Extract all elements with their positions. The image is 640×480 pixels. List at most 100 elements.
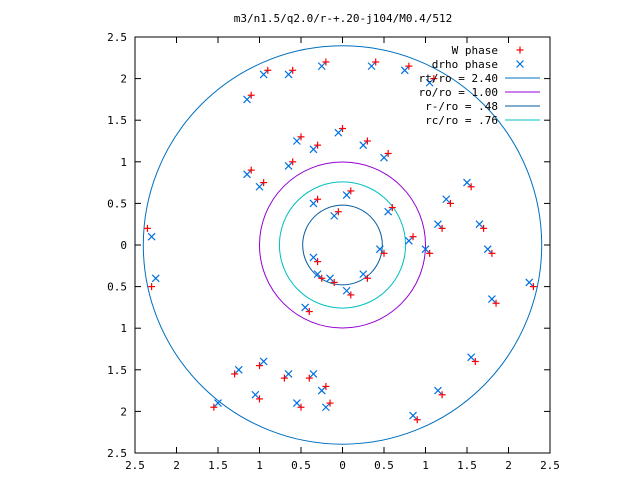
y-tick-label: 2 (120, 73, 127, 86)
drho-phase-point (284, 70, 293, 79)
y-tick-label: 0.5 (107, 197, 127, 210)
drho-phase-point (434, 386, 442, 395)
w-phase-point (247, 91, 255, 99)
drho-phase-point (380, 153, 388, 162)
drho-phase-point (243, 170, 251, 179)
drho-phase-point (487, 295, 496, 304)
drho-phase-point (342, 191, 351, 200)
phase-points (143, 58, 537, 424)
drho-phase-point (321, 403, 330, 412)
w-phase-point (322, 382, 330, 390)
w-phase-point (426, 249, 434, 257)
legend-label: drho phase (432, 58, 498, 71)
drho-phase-point (309, 370, 318, 378)
w-phase-point (326, 399, 334, 407)
drho-phase-point (317, 62, 326, 71)
w-phase-point (480, 224, 488, 232)
drho-phase-point (301, 303, 310, 312)
w-phase-point (405, 62, 413, 70)
x-axis-ticks: 2.5 2 1.5 1 0.5 0 0.5 1 1.5 2 2.5 (125, 37, 560, 472)
y-tick-label: 1 (120, 322, 127, 335)
drho-phase-point (317, 386, 326, 395)
drho-phase-point (259, 357, 268, 366)
w-phase-point (363, 274, 371, 282)
legend-label: rt/ro = 2.40 (419, 72, 498, 85)
y-tick-label: 0 (120, 239, 127, 252)
w-phase-point (413, 416, 421, 424)
x-tick-label: 1.5 (457, 459, 477, 472)
y-axis-ticks: 2.5 2 1.5 1 0.5 0 0.5 1 1.5 2 2.5 (107, 31, 550, 460)
radius-circles (142, 45, 543, 445)
x-tick-label: 2 (505, 459, 512, 472)
drho-phase-point (330, 211, 339, 220)
drho-phase-point (467, 353, 476, 362)
w-phase-point (471, 357, 479, 365)
legend-marker (516, 60, 524, 68)
drho-phase-point (309, 199, 318, 208)
drho-phase-point (463, 178, 471, 187)
w-phase-point (322, 58, 330, 66)
drho-phase-point (421, 245, 430, 254)
w-phase-point (143, 224, 151, 232)
w-phase-point (380, 249, 388, 257)
drho-phase-point (309, 145, 318, 154)
w-phase-point (430, 75, 438, 83)
drho-phase-point (151, 274, 160, 283)
w-phase-point (314, 258, 322, 266)
drho-phase-point (404, 236, 413, 245)
w-phase-point (305, 308, 313, 316)
x-tick-label: 0.5 (291, 459, 311, 472)
radius-circle (259, 161, 426, 329)
w-phase-point (314, 141, 322, 149)
w-phase-point (231, 370, 239, 378)
w-phase-point (247, 166, 255, 174)
w-phase-point (264, 66, 272, 74)
drho-phase-point (326, 274, 334, 283)
y-tick-label: 2.5 (107, 447, 127, 460)
drho-phase-point (309, 253, 318, 262)
drho-phase-point (475, 220, 484, 229)
chart-title: m3/n1.5/q2.0/r-+.20-j104/M0.4/512 (234, 12, 453, 25)
w-phase-point (256, 395, 263, 403)
drho-phase-point (442, 195, 451, 204)
w-phase-point (384, 149, 392, 157)
y-tick-label: 1 (120, 156, 127, 169)
x-tick-label: 2 (173, 459, 180, 472)
w-phase-point (297, 403, 305, 411)
drho-phase-point (284, 162, 293, 170)
drho-phase-point (251, 390, 260, 399)
drho-phase-point (425, 78, 434, 87)
w-phase-point (467, 183, 475, 191)
w-phase-point (339, 125, 346, 133)
radius-circle (278, 181, 407, 309)
w-phase-point (289, 66, 297, 74)
y-tick-label: 1.5 (107, 364, 127, 377)
w-phase-point (297, 133, 305, 141)
drho-phase-point (525, 278, 534, 287)
w-phase-point (289, 158, 297, 166)
radius-circle (142, 45, 543, 445)
x-tick-label: 0 (339, 459, 346, 472)
w-phase-point (438, 391, 446, 399)
legend-label: W phase (452, 44, 498, 57)
drho-phase-point (400, 66, 409, 75)
legend-label: ro/ro = 1.00 (419, 86, 498, 99)
w-phase-point (372, 58, 380, 66)
w-phase-point (256, 362, 263, 370)
legend-marker (516, 46, 524, 54)
legend-label: rc/ro = .76 (425, 114, 498, 127)
w-phase-point (210, 403, 218, 411)
drho-phase-point (367, 62, 376, 71)
drho-phase-point (292, 137, 301, 145)
y-tick-label: 0.5 (107, 281, 127, 294)
w-phase-point (347, 291, 355, 299)
w-phase-point (330, 278, 338, 286)
x-tick-label: 1.5 (208, 459, 228, 472)
radius-circle (302, 204, 383, 286)
y-tick-label: 2 (120, 405, 127, 418)
w-phase-point (438, 224, 446, 232)
drho-phase-point (214, 399, 222, 408)
x-tick-label: 1 (422, 459, 429, 472)
drho-phase-point (259, 70, 268, 79)
